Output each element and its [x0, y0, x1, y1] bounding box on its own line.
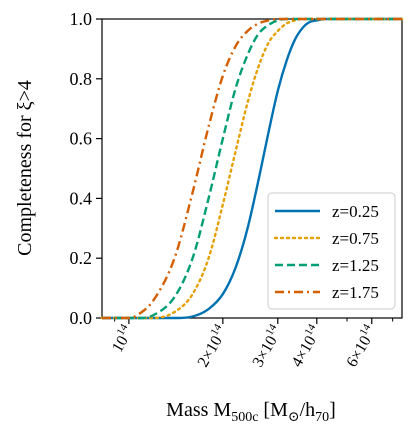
legend-label-z=0.25: z=0.25	[332, 202, 379, 221]
x-tick-label: 1014	[107, 322, 138, 356]
y-tick-label: 0.2	[70, 248, 93, 268]
legend: z=0.25 z=0.75 z=1.25 z=1.75	[267, 192, 396, 310]
y-axis: 0.0 0.2 0.4 0.6 0.8 1.0	[70, 9, 102, 328]
x-tick-label: 3×1014	[247, 322, 287, 371]
y-tick-label: 1.0	[70, 9, 93, 29]
x-tick-label: 2×1014	[192, 322, 232, 371]
series-line-z=1.75	[102, 17, 402, 320]
y-axis-label: Completeness for ξ>4	[14, 80, 36, 256]
series-layer	[100, 17, 404, 320]
y-tick-label: 0.4	[70, 188, 93, 208]
x-tick-label: 4×1014	[286, 322, 326, 371]
x-tick-label: 6×1014	[341, 322, 381, 371]
plot-area	[101, 18, 403, 319]
legend-label-z=1.25: z=1.25	[332, 256, 379, 275]
legend-label-z=1.75: z=1.75	[332, 283, 379, 302]
legend-label-z=0.75: z=0.75	[332, 229, 379, 248]
y-tick-label: 0.0	[70, 308, 93, 328]
y-tick-label: 0.8	[70, 69, 93, 89]
legend-box	[267, 192, 396, 310]
x-axis-label: Mass M500c [M⊙/h70]	[166, 399, 336, 425]
y-tick-label: 0.6	[70, 129, 93, 149]
plot-frame	[101, 18, 403, 319]
